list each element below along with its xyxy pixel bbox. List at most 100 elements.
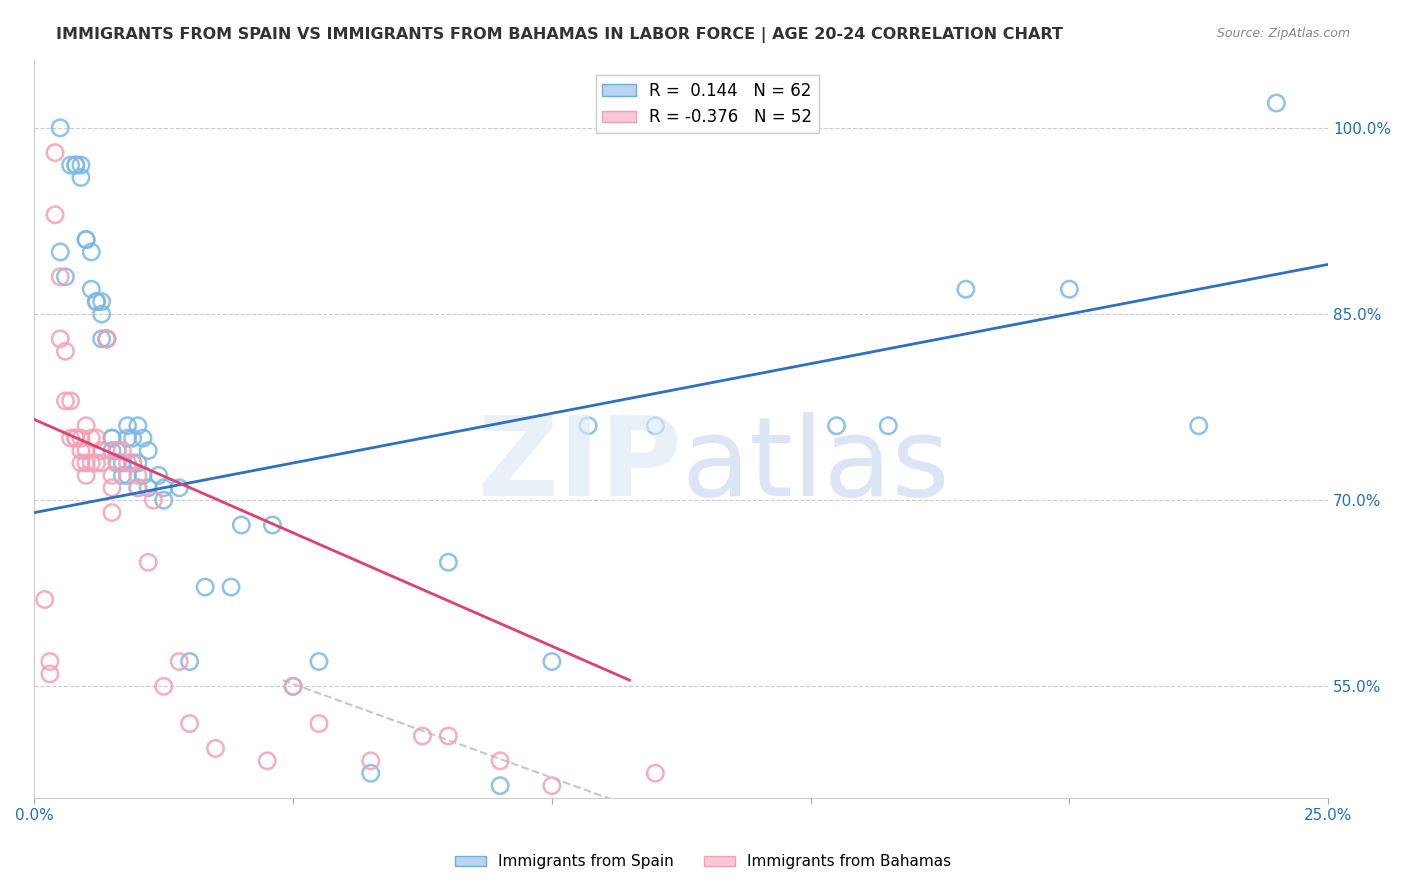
Point	[1059, 282, 1081, 296]
Point	[644, 418, 666, 433]
Point	[127, 456, 149, 470]
Text: atlas: atlas	[682, 412, 950, 519]
Point	[877, 418, 900, 433]
Legend: Immigrants from Spain, Immigrants from Bahamas: Immigrants from Spain, Immigrants from B…	[449, 848, 957, 875]
Point	[127, 481, 149, 495]
Point	[80, 244, 103, 259]
Point	[412, 729, 434, 743]
Point	[101, 443, 124, 458]
Point	[179, 655, 201, 669]
Point	[80, 282, 103, 296]
Point	[44, 145, 66, 160]
Point	[231, 518, 253, 533]
Point	[96, 332, 118, 346]
Point	[111, 443, 134, 458]
Point	[825, 418, 848, 433]
Point	[219, 580, 242, 594]
Point	[34, 592, 56, 607]
Point	[59, 431, 82, 445]
Point	[437, 555, 460, 569]
Point	[105, 456, 128, 470]
Point	[148, 468, 170, 483]
Point	[75, 456, 97, 470]
Point	[152, 493, 174, 508]
Point	[644, 766, 666, 780]
Point	[101, 468, 124, 483]
Point	[90, 443, 112, 458]
Point	[38, 667, 60, 681]
Point	[105, 443, 128, 458]
Point	[86, 431, 108, 445]
Point	[127, 468, 149, 483]
Point	[101, 431, 124, 445]
Point	[70, 158, 93, 172]
Point	[105, 456, 128, 470]
Legend: R =  0.144   N = 62, R = -0.376   N = 52: R = 0.144 N = 62, R = -0.376 N = 52	[596, 75, 818, 133]
Point	[75, 468, 97, 483]
Point	[256, 754, 278, 768]
Point	[204, 741, 226, 756]
Point	[1265, 96, 1288, 111]
Point	[194, 580, 217, 594]
Point	[489, 779, 512, 793]
Point	[38, 655, 60, 669]
Point	[96, 332, 118, 346]
Point	[86, 294, 108, 309]
Point	[117, 468, 139, 483]
Point	[49, 244, 72, 259]
Point	[437, 729, 460, 743]
Point	[136, 443, 159, 458]
Point	[127, 481, 149, 495]
Point	[281, 679, 304, 693]
Point	[1188, 418, 1211, 433]
Point	[90, 294, 112, 309]
Point	[75, 233, 97, 247]
Point	[132, 468, 155, 483]
Point	[169, 481, 191, 495]
Point	[541, 779, 564, 793]
Point	[142, 493, 165, 508]
Point	[101, 506, 124, 520]
Point	[360, 754, 382, 768]
Point	[65, 431, 87, 445]
Point	[86, 294, 108, 309]
Point	[65, 158, 87, 172]
Point	[489, 754, 512, 768]
Text: IMMIGRANTS FROM SPAIN VS IMMIGRANTS FROM BAHAMAS IN LABOR FORCE | AGE 20-24 CORR: IMMIGRANTS FROM SPAIN VS IMMIGRANTS FROM…	[56, 27, 1063, 43]
Point	[117, 456, 139, 470]
Point	[121, 431, 143, 445]
Point	[169, 655, 191, 669]
Point	[117, 418, 139, 433]
Point	[70, 443, 93, 458]
Point	[132, 431, 155, 445]
Point	[90, 332, 112, 346]
Point	[955, 282, 977, 296]
Point	[121, 456, 143, 470]
Point	[281, 679, 304, 693]
Point	[70, 170, 93, 185]
Point	[101, 431, 124, 445]
Point	[86, 456, 108, 470]
Point	[96, 332, 118, 346]
Point	[101, 481, 124, 495]
Point	[152, 481, 174, 495]
Point	[44, 208, 66, 222]
Point	[105, 456, 128, 470]
Text: Source: ZipAtlas.com: Source: ZipAtlas.com	[1216, 27, 1350, 40]
Point	[49, 332, 72, 346]
Point	[121, 456, 143, 470]
Point	[179, 716, 201, 731]
Point	[262, 518, 284, 533]
Point	[136, 481, 159, 495]
Point	[49, 269, 72, 284]
Point	[65, 431, 87, 445]
Point	[65, 158, 87, 172]
Point	[55, 269, 77, 284]
Point	[80, 456, 103, 470]
Point	[70, 431, 93, 445]
Point	[70, 456, 93, 470]
Text: ZIP: ZIP	[478, 412, 682, 519]
Point	[75, 418, 97, 433]
Point	[360, 766, 382, 780]
Point	[576, 418, 599, 433]
